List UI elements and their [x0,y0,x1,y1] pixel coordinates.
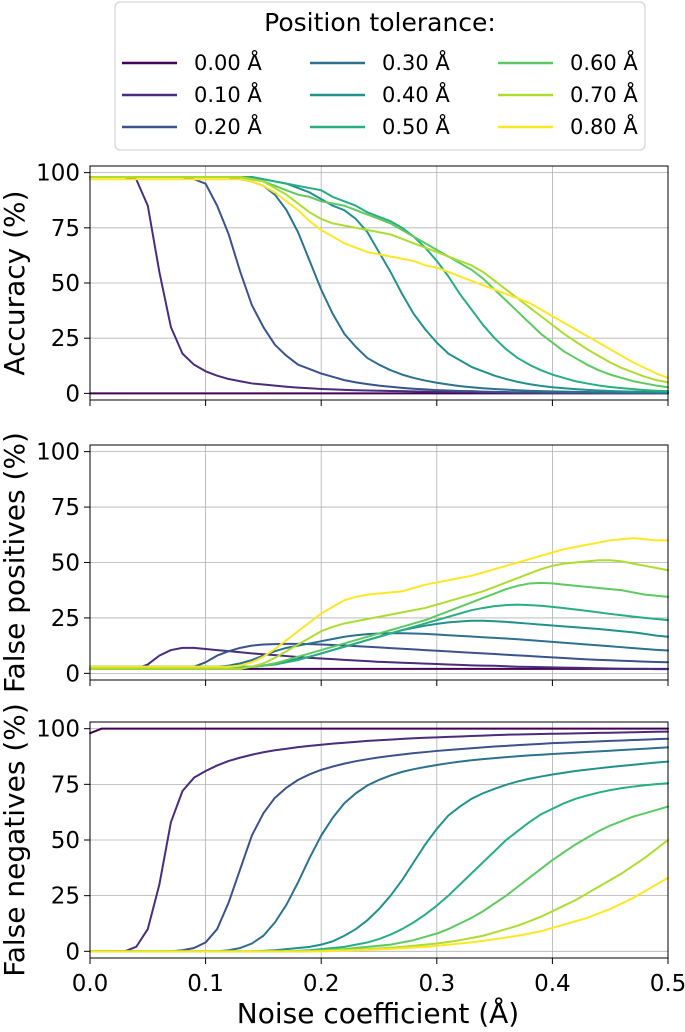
series-line-false-positives-5 [89,603,669,668]
y-axis-label: False negatives (%) [0,703,31,977]
series-line-accuracy-7 [89,176,669,384]
y-axis-label: False positives (%) [0,432,31,693]
y-tick-label: 100 [36,161,80,187]
y-axis-label: Accuracy (%) [0,190,31,375]
legend-label: 0.60 Å [570,49,638,75]
series-line-false-positives-7 [89,559,669,670]
x-tick-label: 0.2 [303,971,340,997]
legend-label: 0.40 Å [382,81,450,107]
panel-false-negatives: 0 25 50 75 100 0.0 0.1 0.2 0.3 0.4 0.5 False negati… [0,703,685,997]
series-line-accuracy-6 [89,176,669,389]
legend-label: 0.20 Å [194,113,262,139]
legend-label: 0.30 Å [382,49,450,75]
series-line-false-positives-2 [89,642,669,668]
legend-title: Position tolerance: [264,8,496,37]
y-tick-label: 75 [51,495,80,521]
series-line-accuracy-8 [89,178,669,379]
y-tick-label: 50 [51,828,80,854]
y-tick-label: 100 [36,717,80,743]
series-line-accuracy-4 [89,176,669,394]
y-tick-label: 25 [51,326,80,352]
y-tick-label: 25 [51,884,80,910]
legend-label: 0.10 Å [194,81,262,107]
y-tick-label: 75 [51,216,80,242]
series-line-false-negatives-8 [89,876,669,953]
legend-label: 0.00 Å [194,49,262,75]
y-tick-label: 100 [36,440,80,466]
series-line-false-positives-1 [89,646,669,671]
x-tick-label: 0.0 [72,971,109,997]
y-tick-label: 50 [51,271,80,297]
legend-label: 0.80 Å [570,113,638,139]
legend-label: 0.50 Å [382,113,450,139]
y-tick-label: 25 [51,606,80,632]
y-tick-label: 0 [65,381,80,407]
y-tick-label: 0 [65,939,80,965]
series-line-false-negatives-3 [89,746,669,953]
legend-label: 0.70 Å [570,81,638,107]
legend: Position tolerance: 0.00 Å 0.10 Å 0.20 Å 0.… [114,1,646,151]
x-tick-label: 0.3 [419,971,456,997]
series-line-false-positives-6 [89,581,669,668]
y-tick-label: 0 [65,661,80,687]
series-line-false-negatives-6 [89,805,669,953]
x-tick-label: 0.1 [187,971,224,997]
x-axis-label: Noise coefficient (Å) [237,996,519,1030]
y-tick-label: 50 [51,551,80,577]
series-line-false-negatives-4 [89,760,669,953]
x-tick-label: 0.4 [534,971,571,997]
series-line-false-positives-8 [89,537,669,668]
x-tick-label: 0.5 [650,971,685,997]
series-line-accuracy-5 [89,176,669,393]
series-line-false-negatives-0 [89,727,669,735]
series-line-false-negatives-2 [89,737,669,953]
series-line-false-negatives-1 [89,730,669,953]
y-tick-label: 75 [51,772,80,798]
legend-frame [114,1,646,151]
